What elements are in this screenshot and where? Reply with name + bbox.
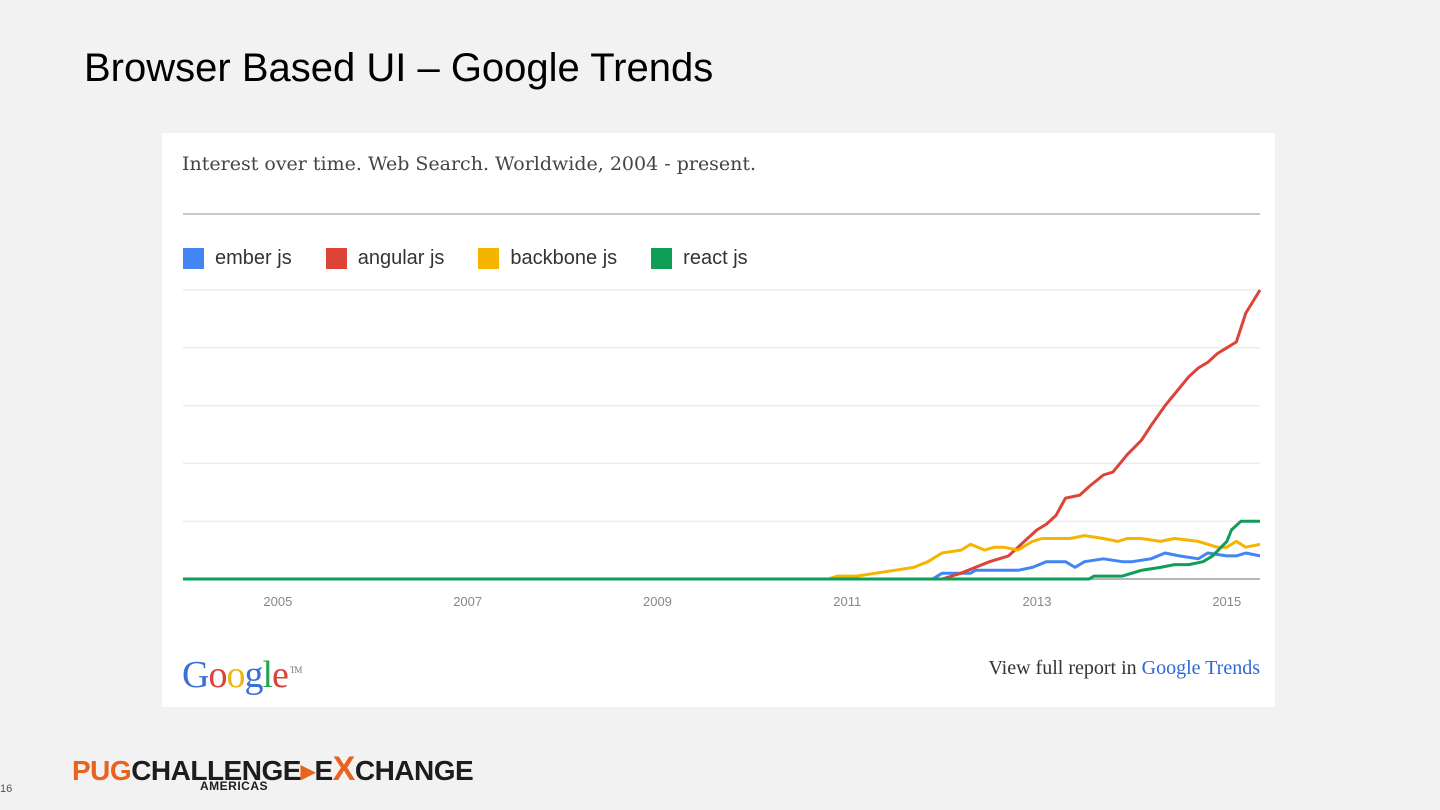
divider [183,213,1260,215]
x-tick-label: 2005 [263,594,292,609]
series-line-react-js [183,519,1260,581]
x-tick-label: 2013 [1023,594,1052,609]
legend-swatch-angular [325,248,347,269]
legend-item-ember[interactable]: ember js [183,247,292,270]
series-line-angular-js [183,289,1262,581]
logo-letter: G [182,654,209,696]
logo-letter: o [208,654,227,696]
legend-label-angular: angular js [357,247,445,269]
legend-item-react[interactable]: react js [651,247,748,270]
logo-letter: o [226,654,245,696]
slide-number: 16 [0,783,13,795]
x-tick-label: 2007 [453,594,482,609]
logo-pug: PUG [72,755,132,786]
logo-americas: AMERICAS [200,779,269,793]
series-line-ember-js [183,551,1261,581]
x-tick-label: 2009 [643,594,672,609]
report-prefix: View full report in [988,657,1142,679]
logo-x: X [332,750,356,788]
line-chart: 2005 2007 2009 2011 2013 2015 [183,289,1262,609]
logo-trademark: TM [289,665,302,675]
legend-label-backbone: backbone js [510,247,618,269]
legend-item-backbone[interactable]: backbone js [478,247,617,270]
x-tick-label: 2011 [833,594,861,609]
chart-title: Interest over time. Web Search. Worldwid… [182,153,757,175]
google-trends-card: Interest over time. Web Search. Worldwid… [162,133,1275,707]
x-tick-label: 2015 [1212,594,1241,609]
legend-label-react: react js [683,247,748,269]
slide-title: Browser Based UI – Google Trends [84,46,714,90]
series-line-backbone-js [183,534,1261,581]
pug-challenge-logo: PUGCHALLENGE▸EXCHANGE [72,750,474,788]
logo-change: CHANGE [354,755,474,786]
logo-letter: g [244,654,263,696]
legend-swatch-react [651,248,673,269]
legend-label-ember: ember js [215,247,292,269]
google-logo: Google TM [182,653,302,697]
google-trends-link[interactable]: Google Trends [1141,657,1260,679]
logo-challenge: CHALLENGE [131,755,301,786]
chart-legend: ember js angular js backbone js react js [183,247,782,270]
logo-letter: e [272,654,289,696]
logo-e: E [314,755,333,786]
legend-swatch-ember [183,248,204,269]
logo-arrow: ▸ [300,755,315,786]
logo-letter: l [262,654,273,696]
legend-item-angular[interactable]: angular js [325,247,445,270]
view-report-text: View full report in Google Trends [988,657,1260,680]
legend-swatch-backbone [478,248,500,269]
